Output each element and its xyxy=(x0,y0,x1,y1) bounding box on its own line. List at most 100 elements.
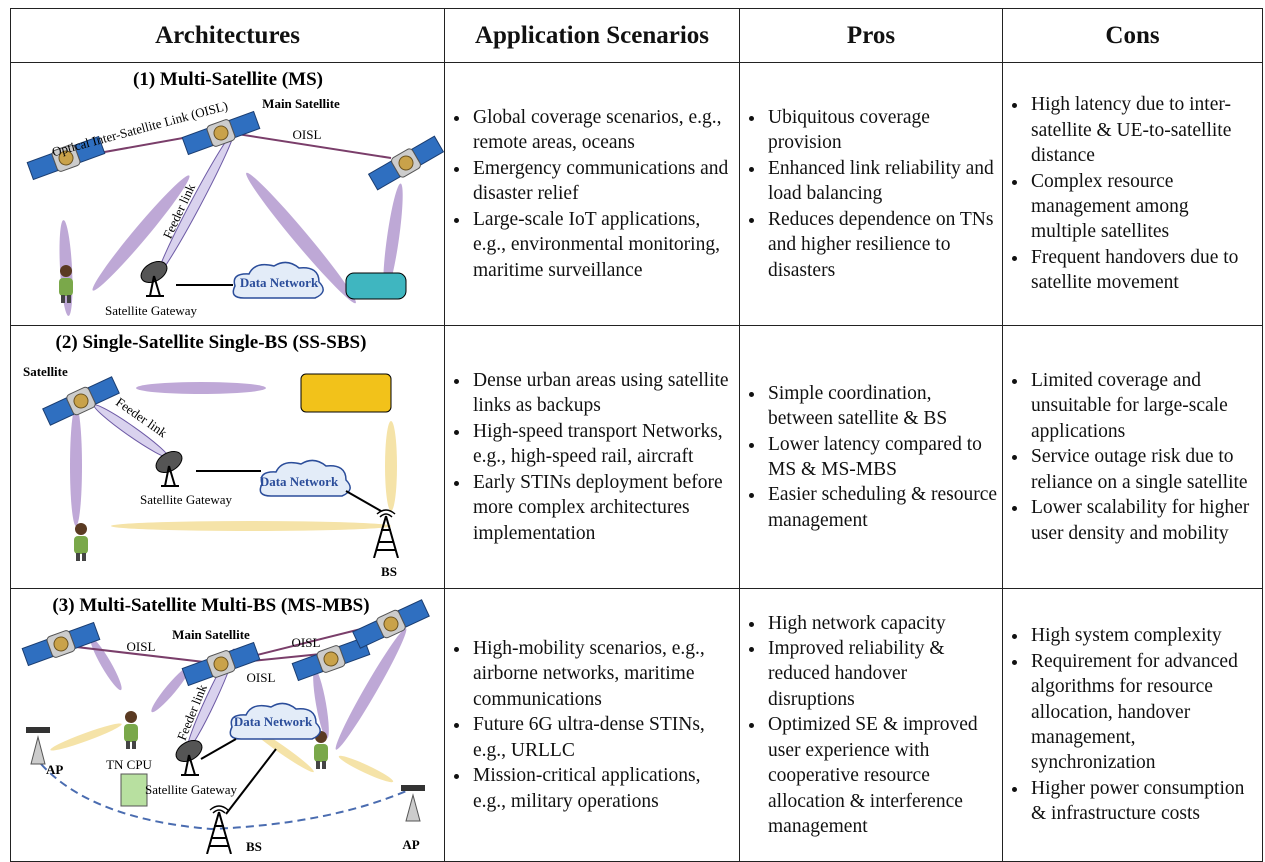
diagram-title: (3) Multi-Satellite Multi-BS (MS-MBS) xyxy=(52,595,369,616)
diagram-label: Data Network xyxy=(240,275,319,290)
bullet-item: Higher power consumption & infrastructur… xyxy=(1029,776,1258,827)
diagram-label: AP xyxy=(46,762,63,777)
diagram-label: Main Satellite xyxy=(262,96,340,111)
scenarios-cell: Dense urban areas using satellite links … xyxy=(444,325,740,589)
header-cell: Cons xyxy=(1002,8,1263,63)
bullet-item: Limited coverage and unsuitable for larg… xyxy=(1029,368,1258,444)
pros-cell: Ubiquitous coverage provisionEnhanced li… xyxy=(739,62,1003,326)
bullet-list: High network capacityImproved reliabilit… xyxy=(740,611,1002,840)
arrow xyxy=(200,738,237,760)
car xyxy=(345,272,407,300)
header-cell: Architectures xyxy=(10,8,445,63)
pros-cell: Simple coordination, between satellite &… xyxy=(739,325,1003,589)
pros-cell: High network capacityImproved reliabilit… xyxy=(739,588,1003,862)
scenarios-cell: Global coverage scenarios, e.g., remote … xyxy=(444,62,740,326)
architecture-cell: (3) Multi-Satellite Multi-BS (MS-MBS) Ma… xyxy=(10,588,445,862)
bullet-item: Large-scale IoT applications, e.g., envi… xyxy=(471,207,735,283)
diagram-label: Main Satellite xyxy=(172,627,250,642)
bullet-item: High system complexity xyxy=(1029,623,1258,648)
diagram-label: Data Network xyxy=(260,474,339,489)
header-cell: Application Scenarios xyxy=(444,8,740,63)
diagram: (1) Multi-Satellite (MS) Optical Inter-S… xyxy=(11,69,445,318)
bullet-list: Global coverage scenarios, e.g., remote … xyxy=(445,105,739,283)
ap-antenna xyxy=(401,785,425,791)
user xyxy=(74,523,88,561)
ap xyxy=(405,793,421,822)
cons-cell: Limited coverage and unsuitable for larg… xyxy=(1002,325,1263,589)
link xyxy=(230,132,392,159)
diagram-label: OISL xyxy=(127,639,156,654)
bullet-list: High system complexityRequirement for ad… xyxy=(1003,623,1262,826)
bullet-item: Lower latency compared to MS & MS-MBS xyxy=(766,432,998,483)
bullet-item: Emergency communications and disaster re… xyxy=(471,156,735,207)
diagram-label: Satellite Gateway xyxy=(145,782,238,797)
bullet-list: Limited coverage and unsuitable for larg… xyxy=(1003,368,1262,546)
bullet-item: Ubiquitous coverage provision xyxy=(766,105,998,156)
beam xyxy=(136,382,266,394)
bullet-list: Dense urban areas using satellite links … xyxy=(445,368,739,546)
bullet-item: High latency due to inter-satellite & UE… xyxy=(1029,92,1258,168)
bullet-item: Service outage risk due to reliance on a… xyxy=(1029,444,1258,495)
diagram-label: OISL xyxy=(292,635,321,650)
user xyxy=(124,711,138,749)
architecture-cell: (2) Single-Satellite Single-BS (SS-SBS) … xyxy=(10,325,445,589)
architecture-cell: (1) Multi-Satellite (MS) Optical Inter-S… xyxy=(10,62,445,326)
beam xyxy=(111,521,391,531)
satellite xyxy=(368,134,445,191)
tower xyxy=(374,510,398,558)
satellite xyxy=(22,621,101,668)
bullet-item: Early STINs deployment before more compl… xyxy=(471,470,735,546)
bullet-item: Easier scheduling & resource management xyxy=(766,482,998,533)
bullet-item: Lower scalability for higher user densit… xyxy=(1029,495,1258,546)
bullet-list: Ubiquitous coverage provisionEnhanced li… xyxy=(740,105,1002,283)
ap-antenna xyxy=(26,727,50,733)
comparison-table: Architectures Application Scenarios Pros… xyxy=(10,8,1263,862)
bullet-item: Optimized SE & improved user experience … xyxy=(766,712,998,839)
bullet-item: Mission-critical applications, e.g., mil… xyxy=(471,763,735,814)
scenarios-cell: High-mobility scenarios, e.g., airborne … xyxy=(444,588,740,862)
fronthaul xyxy=(40,763,412,831)
bullet-item: High-mobility scenarios, e.g., airborne … xyxy=(471,636,735,712)
bullet-item: Enhanced link reliability and load balan… xyxy=(766,156,998,207)
bullet-item: Complex resource management among multip… xyxy=(1029,169,1258,245)
bullet-item: Future 6G ultra-dense STINs, e.g., URLLC xyxy=(471,712,735,763)
bullet-item: Reduces dependence on TNs and higher res… xyxy=(766,207,998,283)
bus xyxy=(300,373,392,413)
diagram-title: (1) Multi-Satellite (MS) xyxy=(133,69,323,90)
cpu xyxy=(120,773,148,807)
bullet-list: High-mobility scenarios, e.g., airborne … xyxy=(445,636,739,814)
diagram-label: OISL xyxy=(293,127,322,142)
row: (1) Multi-Satellite (MS) Optical Inter-S… xyxy=(10,62,1263,326)
bullet-item: Simple coordination, between satellite &… xyxy=(766,381,998,432)
bullet-item: Improved reliability & reduced handover … xyxy=(766,636,998,712)
bullet-list: High latency due to inter-satellite & UE… xyxy=(1003,92,1262,295)
diagram-label: OISL xyxy=(247,670,276,685)
diagram: (2) Single-Satellite Single-BS (SS-SBS) … xyxy=(23,332,445,579)
bullet-item: Dense urban areas using satellite links … xyxy=(471,368,735,419)
ap xyxy=(30,735,46,765)
header-row: Architectures Application Scenarios Pros… xyxy=(10,8,1263,63)
beam xyxy=(70,406,82,526)
diagram-title: (2) Single-Satellite Single-BS (SS-SBS) xyxy=(56,332,367,353)
cons-cell: High latency due to inter-satellite & UE… xyxy=(1002,62,1263,326)
diagram-label: BS xyxy=(381,564,397,579)
row: (2) Single-Satellite Single-BS (SS-SBS) … xyxy=(10,325,1263,589)
beam xyxy=(385,421,397,511)
gateway xyxy=(172,736,205,775)
header-cell: Pros xyxy=(739,8,1003,63)
beams xyxy=(90,628,407,750)
diagram-label: Data Network xyxy=(234,714,313,729)
bullet-item: High network capacity xyxy=(766,611,998,636)
bullet-item: Frequent handovers due to satellite move… xyxy=(1029,245,1258,296)
diagram-label: Satellite Gateway xyxy=(105,303,198,318)
bullet-item: Global coverage scenarios, e.g., remote … xyxy=(471,105,735,156)
cons-cell: High system complexityRequirement for ad… xyxy=(1002,588,1263,862)
diagram-label: Satellite xyxy=(23,364,68,379)
bullet-item: High-speed transport Networks, e.g., hig… xyxy=(471,419,735,470)
diagram-label: TN CPU xyxy=(106,757,152,772)
bullet-list: Simple coordination, between satellite &… xyxy=(740,381,1002,533)
arrow xyxy=(225,748,277,815)
diagram-label: BS xyxy=(246,839,262,854)
diagram-label: Optical Inter-Satellite Link (OISL) xyxy=(50,98,229,159)
